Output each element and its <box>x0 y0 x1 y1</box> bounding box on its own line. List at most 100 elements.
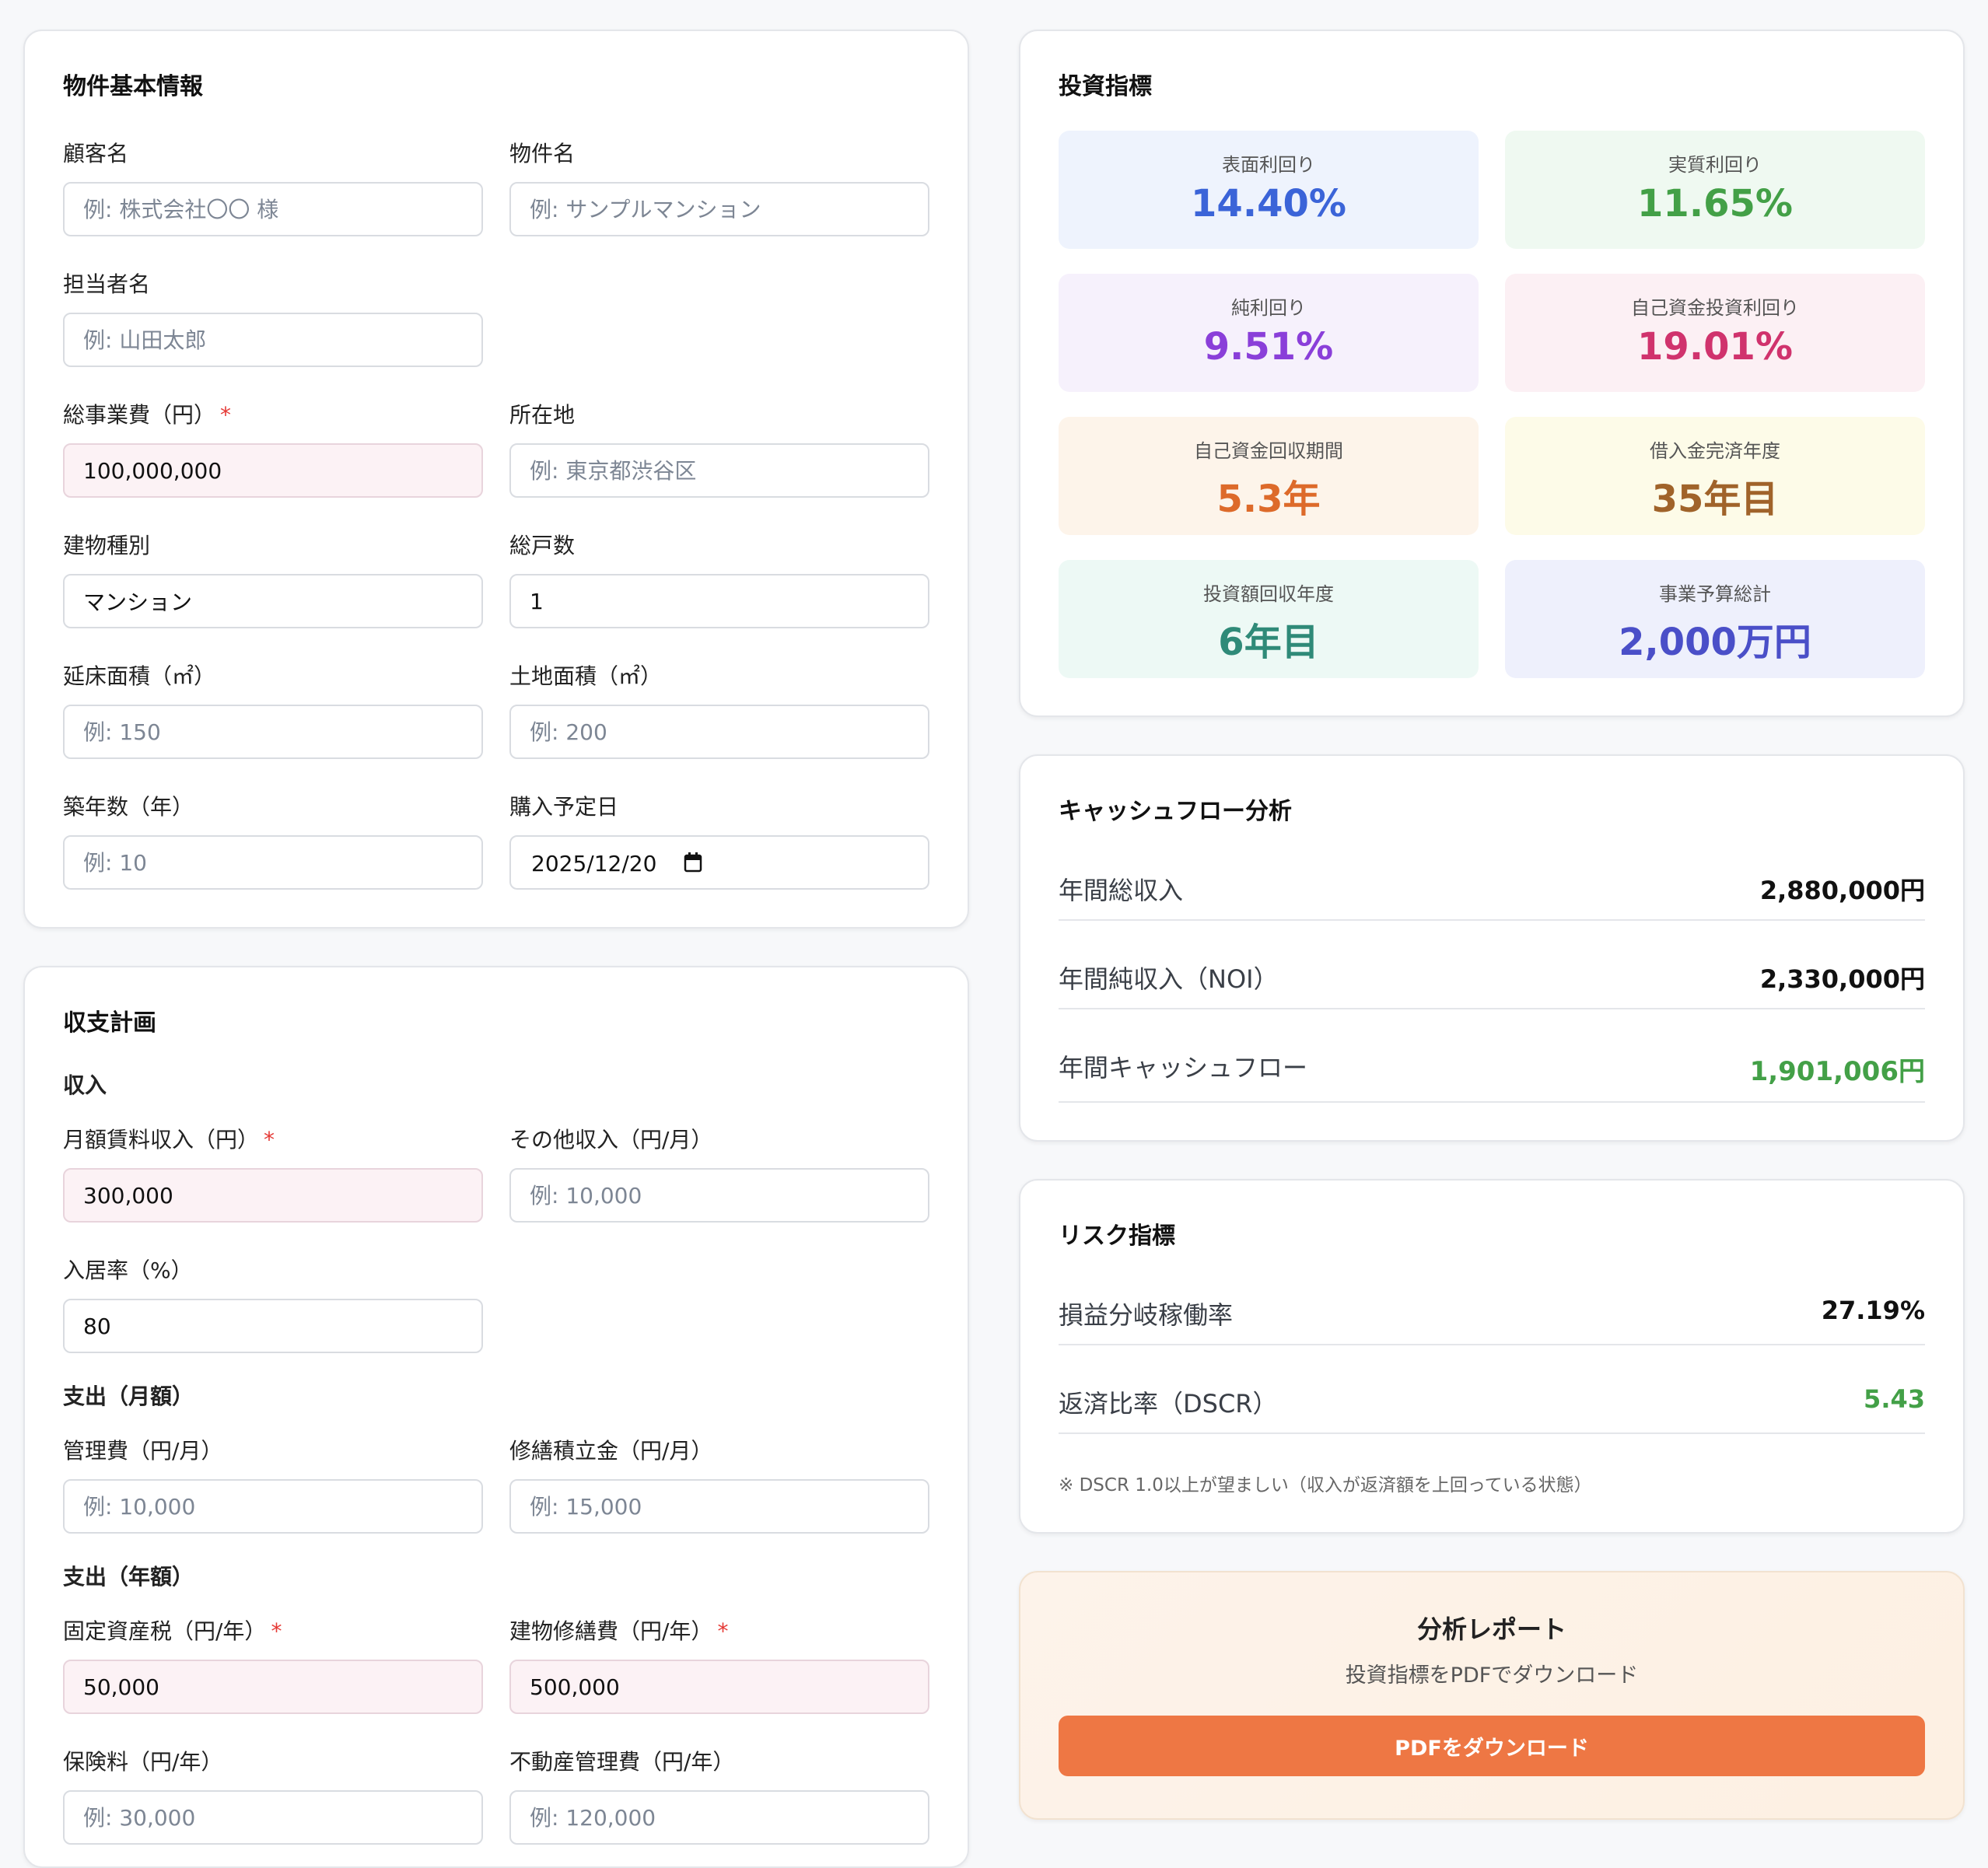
required-mark: * <box>220 402 232 428</box>
cashflow-row-label: 年間純収入（NOI） <box>1059 964 1279 994</box>
mgmt-fee-input[interactable] <box>63 1479 483 1534</box>
cashflow-row-value: 1,901,006円 <box>1749 1056 1925 1087</box>
property-tax-input[interactable] <box>63 1660 483 1714</box>
pdf-download-button[interactable]: PDFをダウンロード <box>1059 1716 1925 1776</box>
repair-reserve-input[interactable] <box>509 1479 929 1534</box>
building-type-label: 建物種別 <box>63 533 151 558</box>
location-input[interactable] <box>509 443 929 498</box>
section-title: リスク指標 <box>1059 1223 1175 1250</box>
metric-label: 自己資金回収期間 <box>1194 440 1343 462</box>
metric-value: 9.51% <box>1203 325 1334 369</box>
property-tax-label: 固定資産税（円/年） * <box>63 1614 282 1646</box>
metric-net-yield: 純利回り 9.51% <box>1059 274 1479 392</box>
metric-value: 35年目 <box>1651 477 1779 521</box>
cashflow-card: キャッシュフロー分析 年間総収入 2,880,000円 年間純収入（NOI） 2… <box>1019 754 1965 1142</box>
total-cost-input[interactable] <box>63 443 483 498</box>
metric-label: 事業予算総計 <box>1659 583 1771 605</box>
monthly-expense-heading: 支出（月額） <box>63 1384 194 1409</box>
building-repair-label-text: 建物修繕費（円/年） <box>509 1618 713 1644</box>
required-mark: * <box>271 1618 282 1644</box>
metric-label: 自己資金投資利回り <box>1631 297 1799 319</box>
income-plan-card: 収支計画 収入 月額賃料収入（円）* その他収入（円/月） 入居率（%） 支出（… <box>23 966 969 1868</box>
insurance-input[interactable] <box>63 1790 483 1845</box>
required-mark: * <box>264 1127 275 1153</box>
income-heading: 収入 <box>63 1072 107 1098</box>
other-income-input[interactable] <box>509 1168 929 1223</box>
cashflow-row-value: 2,880,000円 <box>1759 876 1925 905</box>
building-repair-input[interactable] <box>509 1660 929 1714</box>
property-tax-label-text: 固定資産税（円/年） <box>63 1618 267 1644</box>
metric-label: 投資額回収年度 <box>1203 583 1334 605</box>
occupancy-input[interactable] <box>63 1299 483 1353</box>
risk-row-value: 27.19% <box>1821 1296 1925 1325</box>
occupancy-label: 入居率（%） <box>63 1258 193 1283</box>
property-name-input[interactable] <box>509 182 929 236</box>
metric-label: 純利回り <box>1231 297 1306 319</box>
annual-expense-heading: 支出（年額） <box>63 1564 194 1590</box>
divider <box>1059 919 1925 921</box>
metric-surface-yield: 表面利回り 14.40% <box>1059 131 1479 249</box>
customer-label: 顧客名 <box>63 141 129 166</box>
calendar-icon[interactable] <box>684 852 702 873</box>
location-label: 所在地 <box>509 402 576 428</box>
metric-label: 借入金完済年度 <box>1650 440 1780 462</box>
property-name-label: 物件名 <box>509 141 576 166</box>
purchase-date-label: 購入予定日 <box>509 794 619 820</box>
metric-label: 実質利回り <box>1668 154 1762 176</box>
building-type-input[interactable] <box>63 574 483 628</box>
units-label: 総戸数 <box>509 533 576 558</box>
metric-value: 11.65% <box>1637 182 1793 226</box>
building-repair-label: 建物修繕費（円/年） * <box>509 1614 728 1646</box>
metric-budget-total: 事業予算総計 2,000万円 <box>1505 560 1925 678</box>
metric-value: 6年目 <box>1218 621 1319 664</box>
land-area-input[interactable] <box>509 705 929 759</box>
age-label: 築年数（年） <box>63 794 194 820</box>
investment-metrics-card: 投資指標 表面利回り 14.40% 実質利回り 11.65% 純利回り 9.51… <box>1019 30 1965 717</box>
divider <box>1059 1344 1925 1345</box>
risk-row-label: 損益分岐稼働率 <box>1059 1300 1234 1330</box>
section-title: キャッシュフロー分析 <box>1059 798 1292 825</box>
divider <box>1059 1101 1925 1103</box>
rent-label: 月額賃料収入（円） * <box>63 1123 275 1154</box>
rent-input[interactable] <box>63 1168 483 1223</box>
metric-value: 19.01% <box>1637 325 1793 369</box>
metric-equity-yield: 自己資金投資利回り 19.01% <box>1505 274 1925 392</box>
report-title: 分析レポート <box>1416 1614 1566 1644</box>
units-input[interactable] <box>509 574 929 628</box>
age-input[interactable] <box>63 835 483 890</box>
total-cost-label: 総事業費（円） * <box>63 398 231 429</box>
realestate-mgmt-label: 不動産管理費（円/年） <box>509 1749 735 1775</box>
required-mark: * <box>717 1618 729 1644</box>
staff-input[interactable] <box>63 313 483 367</box>
realestate-mgmt-input[interactable] <box>509 1790 929 1845</box>
metric-equity-payback: 自己資金回収期間 5.3年 <box>1059 417 1479 535</box>
total-cost-label-text: 総事業費（円） <box>63 402 216 428</box>
land-area-label: 土地面積（㎡） <box>509 663 663 689</box>
cashflow-row-label: 年間キャッシュフロー <box>1059 1053 1308 1083</box>
purchase-date-value: 2025/12/20 <box>531 851 657 876</box>
metric-value: 5.3年 <box>1216 477 1321 521</box>
risk-row-value: 5.43 <box>1864 1384 1925 1414</box>
customer-input[interactable] <box>63 182 483 236</box>
metric-investment-recovery-year: 投資額回収年度 6年目 <box>1059 560 1479 678</box>
property-basic-card: 物件基本情報 顧客名 物件名 担当者名 総事業費（円）* 所在地 建物種別 総戸… <box>23 30 969 929</box>
insurance-label: 保険料（円/年） <box>63 1749 223 1775</box>
floor-area-input[interactable] <box>63 705 483 759</box>
metric-loan-payoff-year: 借入金完済年度 35年目 <box>1505 417 1925 535</box>
purchase-date-input[interactable]: 2025/12/20 <box>509 835 929 890</box>
risk-card: リスク指標 損益分岐稼働率 27.19% 返済比率（DSCR） 5.43 ※ D… <box>1019 1179 1965 1534</box>
risk-row-label: 返済比率（DSCR） <box>1059 1389 1278 1418</box>
section-title: 収支計画 <box>63 1009 156 1037</box>
other-income-label: その他収入（円/月） <box>509 1127 713 1153</box>
divider <box>1059 1008 1925 1009</box>
section-title: 投資指標 <box>1059 73 1152 100</box>
divider <box>1059 1432 1925 1434</box>
floor-area-label: 延床面積（㎡） <box>63 663 216 689</box>
section-title: 物件基本情報 <box>63 73 203 100</box>
rent-label-text: 月額賃料収入（円） <box>63 1127 260 1153</box>
report-subtitle: 投資指標をPDFでダウンロード <box>1345 1663 1639 1688</box>
metric-label: 表面利回り <box>1222 154 1315 176</box>
cashflow-row-label: 年間総収入 <box>1059 876 1184 905</box>
report-card: 分析レポート 投資指標をPDFでダウンロード PDFをダウンロード <box>1019 1571 1965 1820</box>
metric-real-yield: 実質利回り 11.65% <box>1505 131 1925 249</box>
